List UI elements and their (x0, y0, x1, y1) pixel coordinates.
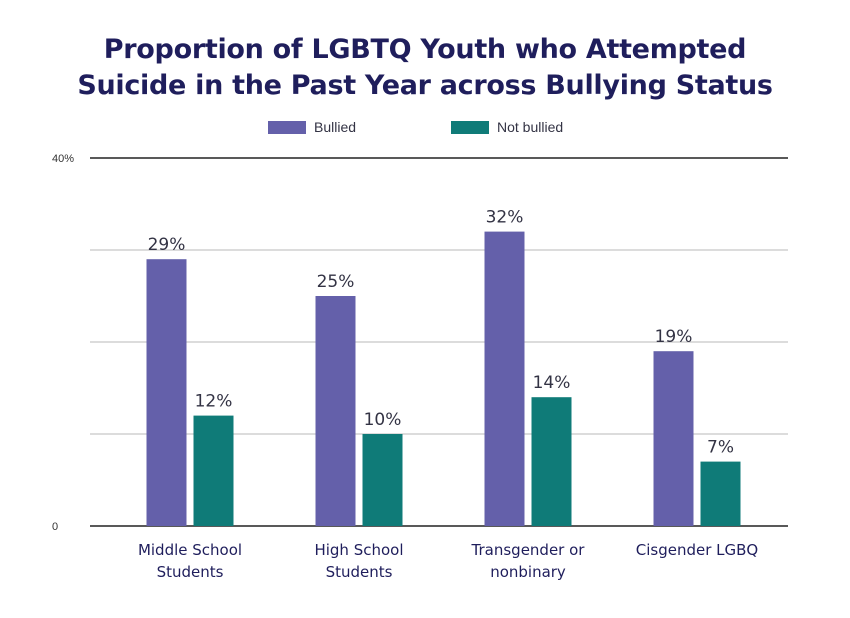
bar-not-bullied (193, 415, 234, 526)
data-label: 10% (364, 410, 402, 430)
category-label: High School (314, 541, 403, 559)
y-tick-label: 40% (52, 153, 74, 165)
legend-label-bullied: Bullied (314, 119, 357, 135)
chart-title-line-2: Suicide in the Past Year across Bullying… (77, 70, 773, 101)
data-label: 29% (148, 235, 186, 255)
data-label: 19% (655, 327, 693, 347)
data-label: 25% (317, 272, 355, 292)
category-label: Students (157, 563, 224, 581)
bar-bullied (146, 259, 187, 526)
data-label: 12% (195, 392, 233, 412)
chart-title-line-1: Proportion of LGBTQ Youth who Attempted (103, 34, 747, 65)
legend-item-not-bullied: Not bullied (451, 119, 563, 135)
bar-bullied (653, 351, 694, 526)
legend-item-bullied: Bullied (268, 119, 356, 135)
y-tick-label: 0 (52, 521, 58, 533)
bar-bullied (315, 296, 356, 526)
category-label: nonbinary (490, 563, 566, 581)
bar-not-bullied (362, 434, 403, 526)
legend: Bullied Not bullied (0, 119, 850, 137)
legend-swatch-bullied (268, 120, 306, 134)
data-label: 7% (707, 438, 734, 458)
category-label: Students (326, 563, 393, 581)
data-label: 32% (486, 208, 524, 228)
legend-swatch-not-bullied (451, 120, 489, 134)
category-label: Middle School (138, 541, 242, 559)
data-label: 14% (533, 373, 571, 393)
chart-title: Proportion of LGBTQ Youth who Attempted … (0, 32, 850, 104)
bar-bullied (484, 231, 525, 526)
category-label: Transgender or (471, 541, 586, 559)
bar-not-bullied (531, 397, 572, 526)
bar-not-bullied (700, 461, 741, 526)
legend-label-not-bullied: Not bullied (497, 119, 564, 135)
category-label: Cisgender LGBQ (636, 541, 758, 559)
